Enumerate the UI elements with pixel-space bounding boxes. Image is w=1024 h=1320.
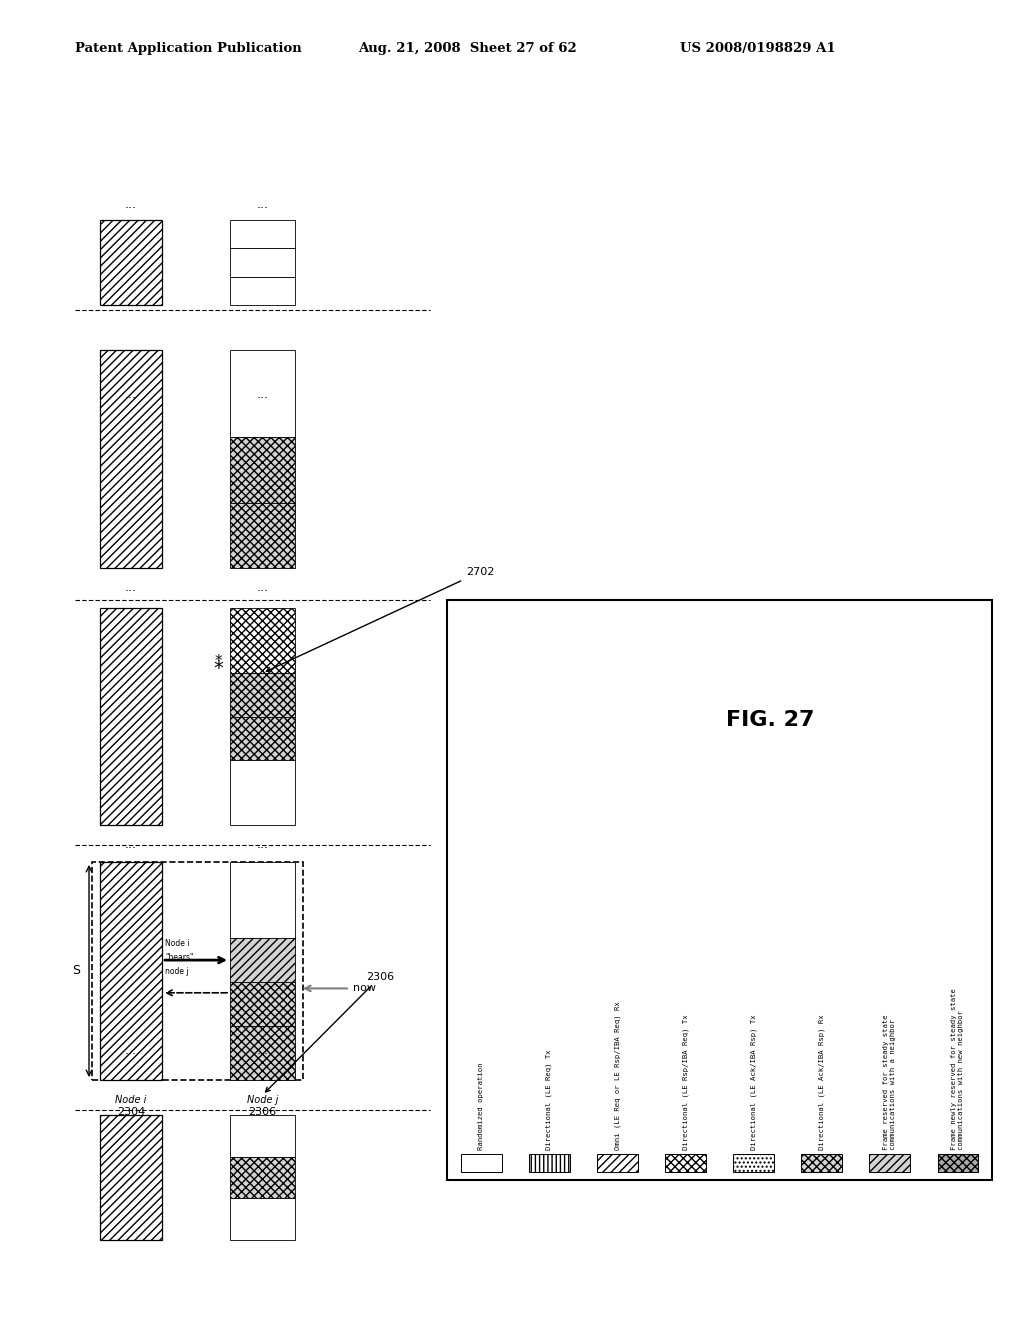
Text: ...: ... — [256, 1044, 268, 1057]
Text: ...: ... — [256, 388, 268, 400]
Bar — [100, 862, 162, 1080]
Bar — [100, 609, 162, 825]
Text: ...: ... — [125, 198, 137, 211]
Text: Frame reserved for steady state
communications with a neighbor: Frame reserved for steady state communic… — [884, 1014, 896, 1150]
Bar — [230, 1199, 295, 1239]
Bar — [230, 862, 295, 939]
Bar — [230, 220, 295, 248]
Text: Aug. 21, 2008  Sheet 27 of 62: Aug. 21, 2008 Sheet 27 of 62 — [358, 42, 577, 55]
Bar — [230, 277, 295, 305]
Text: 2306: 2306 — [265, 972, 394, 1092]
Bar — [597, 1154, 638, 1172]
Bar — [230, 1115, 295, 1156]
Text: Patent Application Publication: Patent Application Publication — [75, 42, 302, 55]
Bar — [665, 1154, 706, 1172]
Bar — [100, 1115, 162, 1239]
Text: node j: node j — [165, 968, 188, 975]
Text: Node j: Node j — [247, 1096, 279, 1105]
Text: Node i: Node i — [116, 1096, 146, 1105]
Text: ...: ... — [125, 581, 137, 594]
Text: Directional (LE Rsp/IBA Req) Tx: Directional (LE Rsp/IBA Req) Tx — [682, 1014, 689, 1150]
Bar — [461, 1154, 502, 1172]
Bar — [230, 503, 295, 568]
Bar — [230, 673, 295, 717]
Bar — [733, 1154, 774, 1172]
Text: now: now — [353, 983, 376, 994]
Text: Directional (LE Ack/IBA Rsp) Tx: Directional (LE Ack/IBA Rsp) Tx — [751, 1014, 757, 1150]
Bar — [801, 1154, 842, 1172]
Text: ...: ... — [256, 581, 268, 594]
Text: 2304: 2304 — [117, 1107, 145, 1117]
Bar — [230, 1156, 295, 1199]
Text: Frame newly reserved for steady state
communications with new neighbor: Frame newly reserved for steady state co… — [951, 989, 965, 1150]
Bar — [230, 350, 295, 437]
Text: Node i: Node i — [165, 939, 189, 948]
Bar — [447, 601, 992, 1180]
Bar — [100, 350, 162, 568]
Bar — [100, 220, 162, 305]
Text: Directional (LE Ack/IBA Rsp) Rx: Directional (LE Ack/IBA Rsp) Rx — [818, 1014, 825, 1150]
Bar — [92, 862, 303, 1080]
Text: *: * — [213, 659, 223, 678]
Text: "hears": "hears" — [165, 953, 194, 962]
Text: Omni (LE Req or LE Rsp/IBA Req) Rx: Omni (LE Req or LE Rsp/IBA Req) Rx — [614, 1002, 621, 1150]
Text: ...: ... — [256, 198, 268, 211]
Text: ...: ... — [125, 837, 137, 850]
Text: FIG. 27: FIG. 27 — [726, 710, 814, 730]
Text: *: * — [214, 653, 222, 669]
Bar — [230, 939, 295, 982]
Bar — [230, 248, 295, 277]
Bar — [230, 1026, 295, 1080]
Bar — [230, 437, 295, 503]
Text: ...: ... — [125, 388, 137, 400]
Bar — [230, 609, 295, 673]
Text: ...: ... — [256, 837, 268, 850]
Text: ...: ... — [125, 1044, 137, 1057]
Bar — [938, 1154, 978, 1172]
Text: S: S — [72, 965, 80, 978]
Text: Directional (LE Req) Tx: Directional (LE Req) Tx — [546, 1049, 552, 1150]
Text: US 2008/0198829 A1: US 2008/0198829 A1 — [680, 42, 836, 55]
Bar — [230, 760, 295, 825]
Bar — [528, 1154, 569, 1172]
Text: 2306: 2306 — [249, 1107, 276, 1117]
Text: 2702: 2702 — [266, 568, 495, 672]
Text: Randomized operation: Randomized operation — [478, 1063, 484, 1150]
Bar — [230, 717, 295, 760]
Bar — [230, 982, 295, 1026]
Bar — [869, 1154, 910, 1172]
